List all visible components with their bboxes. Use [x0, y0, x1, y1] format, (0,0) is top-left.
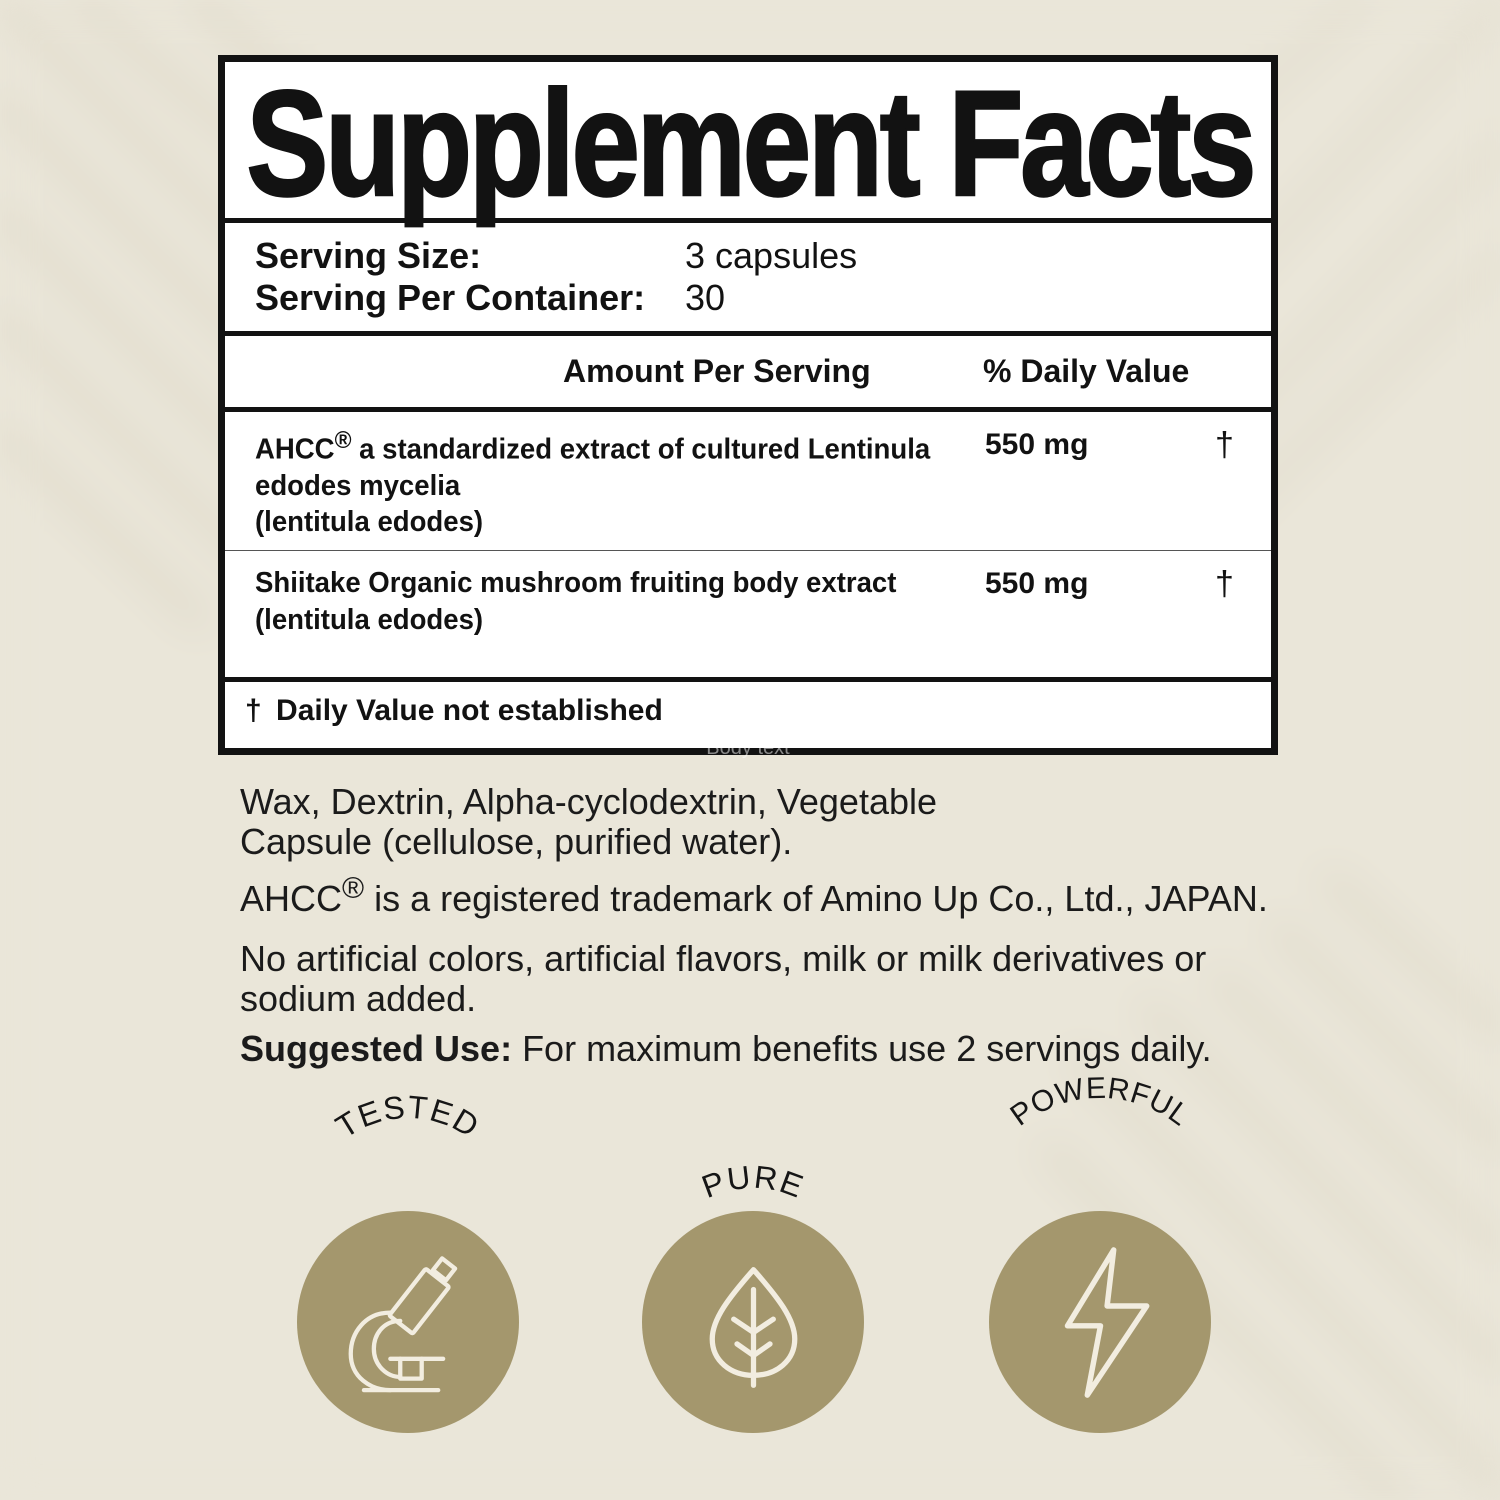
svg-text:PURE: PURE [697, 1159, 809, 1205]
